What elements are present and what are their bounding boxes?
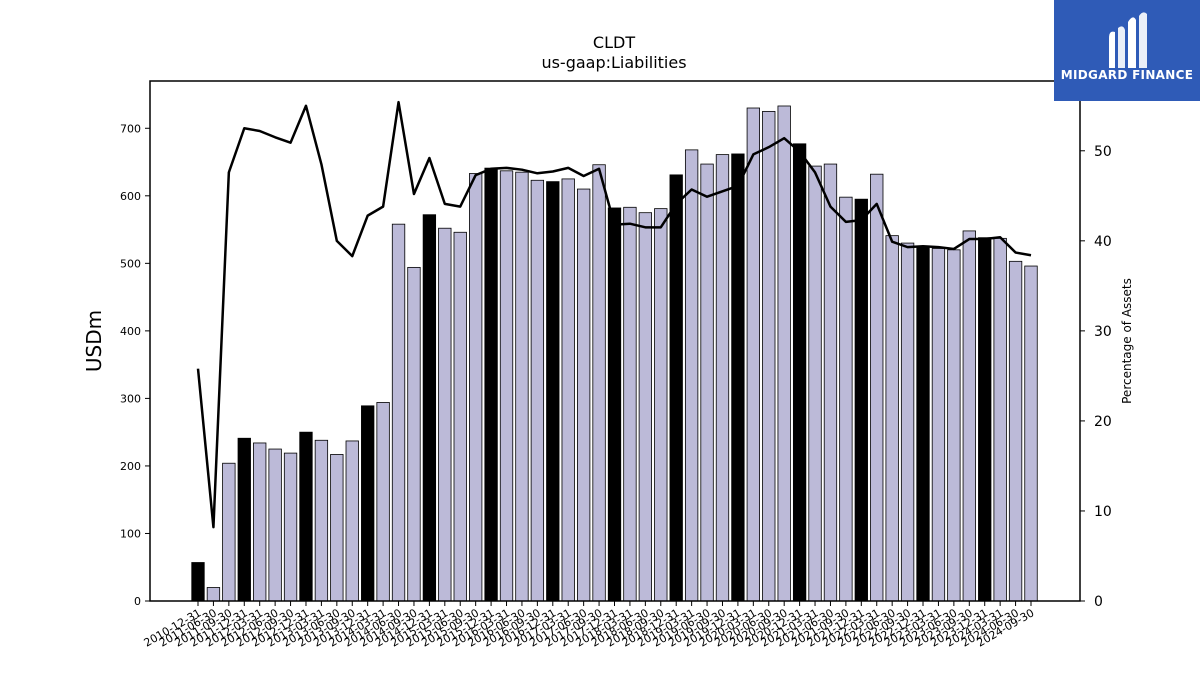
bar-series	[191, 105, 1038, 602]
right-axis-ticks: 0 10 20 30 40 50	[1080, 144, 1112, 610]
bar	[515, 171, 529, 602]
bar	[1024, 265, 1038, 602]
x-axis-ticks: 2010-12-312011-06-302011-09-302011-12-31…	[142, 601, 1037, 650]
bar	[561, 178, 575, 602]
chart-title: CLDT	[593, 33, 635, 52]
midgard-logo-icon	[1109, 12, 1147, 69]
bar	[993, 237, 1007, 602]
bar	[731, 153, 745, 602]
bar	[222, 462, 236, 602]
y-tick-label: 700	[120, 122, 141, 135]
y2-tick-label: 50	[1094, 144, 1112, 160]
bar	[916, 246, 930, 602]
bar	[283, 452, 298, 602]
y-tick-label: 400	[120, 325, 141, 338]
y-tick-label: 600	[120, 190, 141, 203]
y2-tick-label: 30	[1094, 324, 1112, 340]
y2-tick-label: 0	[1094, 594, 1103, 610]
chart-subtitle: us-gaap:Liabilities	[541, 53, 686, 72]
bar	[361, 405, 375, 602]
bar	[607, 207, 622, 602]
bar	[931, 248, 946, 602]
bar	[762, 110, 776, 602]
bar	[900, 242, 915, 602]
bar	[715, 154, 730, 602]
bar	[268, 448, 282, 602]
bar	[391, 223, 406, 602]
bar	[947, 249, 961, 602]
y2-tick-label: 40	[1094, 234, 1112, 250]
brand-logo: MIDGARD FINANCE	[1054, 0, 1200, 101]
y-tick-label: 0	[134, 595, 141, 608]
bar	[438, 227, 452, 602]
y2-axis-label: Percentage of Assets	[1120, 278, 1134, 404]
bar	[823, 163, 838, 602]
bar	[484, 167, 498, 602]
brand-name: MIDGARD FINANCE	[1060, 68, 1194, 82]
bar	[237, 437, 251, 602]
left-axis-ticks: 0 100 200 300 400 500 600 700	[120, 122, 150, 608]
bar	[978, 237, 992, 602]
bar	[638, 212, 652, 602]
y-tick-label: 500	[120, 257, 141, 270]
bar	[499, 170, 514, 602]
bar	[407, 266, 421, 602]
bar	[623, 206, 637, 602]
bar	[684, 149, 699, 602]
bar	[592, 164, 606, 602]
bar	[469, 173, 483, 602]
bar	[654, 208, 668, 602]
y-tick-label: 100	[120, 527, 141, 540]
bar	[577, 188, 591, 602]
y-axis-label: USDm	[82, 310, 106, 372]
y-tick-label: 300	[120, 392, 141, 405]
y2-tick-label: 20	[1094, 414, 1112, 430]
bar	[453, 231, 467, 602]
bar	[777, 105, 791, 602]
y-tick-label: 200	[120, 460, 141, 473]
bar	[854, 198, 868, 602]
bar	[314, 439, 329, 602]
bar	[1008, 260, 1023, 602]
bar	[330, 454, 344, 602]
bar	[299, 431, 313, 602]
bar	[669, 174, 683, 602]
bar	[746, 107, 760, 602]
bar	[191, 562, 205, 602]
bar	[253, 442, 267, 602]
bar	[206, 587, 221, 602]
bar	[422, 214, 437, 602]
y2-tick-label: 10	[1094, 504, 1112, 520]
bar	[792, 143, 807, 602]
bar	[962, 230, 976, 602]
bar	[700, 163, 714, 602]
bar	[530, 179, 545, 602]
percentage-line-series	[196, 100, 1032, 529]
bar	[546, 181, 560, 602]
bar	[345, 440, 359, 602]
bar	[870, 173, 884, 602]
bar	[808, 165, 822, 602]
bar	[839, 196, 853, 602]
percentage-line	[196, 100, 1032, 529]
bar	[885, 235, 899, 602]
bar	[376, 402, 390, 602]
